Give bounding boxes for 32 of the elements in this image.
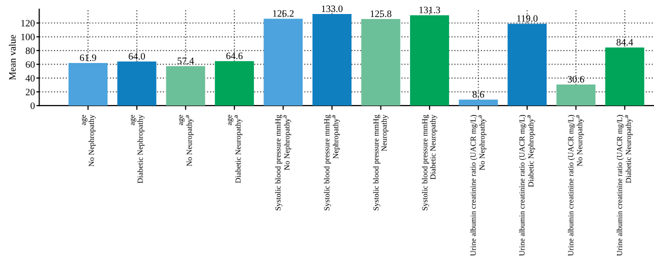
data-label: 131.3 — [419, 6, 440, 14]
bar — [556, 84, 596, 106]
data-label: 8.6 — [472, 91, 484, 98]
y-tick-label: 60 — [26, 61, 35, 68]
data-label: 84.4 — [616, 38, 634, 46]
y-tick-label: 80 — [26, 47, 35, 54]
bar — [605, 48, 644, 106]
bar — [264, 18, 303, 106]
y-tick-label: 40 — [26, 74, 35, 82]
data-label: 61.9 — [80, 54, 96, 62]
data-label: 64.0 — [128, 53, 145, 60]
bar — [68, 62, 108, 106]
data-label: 125.8 — [370, 10, 392, 18]
y-axis-title: Mean value — [8, 34, 16, 80]
bar — [214, 61, 254, 106]
bar — [410, 15, 450, 106]
bar — [166, 66, 206, 106]
data-label: 133.0 — [322, 6, 343, 12]
data-label: 126.2 — [273, 10, 294, 17]
data-label: 119.0 — [517, 15, 538, 22]
bar — [508, 24, 547, 106]
bar — [361, 19, 400, 106]
data-label: 64.6 — [226, 52, 243, 60]
bar — [458, 100, 498, 106]
y-tick-label: 120 — [21, 20, 35, 26]
bar — [117, 62, 156, 106]
data-label: 57.4 — [178, 58, 194, 64]
data-label: 30.6 — [568, 76, 584, 83]
bar — [312, 14, 352, 106]
y-tick-label: 100 — [21, 34, 35, 40]
y-tick-label: 20 — [26, 88, 35, 96]
y-tick-label: 0 — [30, 102, 35, 110]
